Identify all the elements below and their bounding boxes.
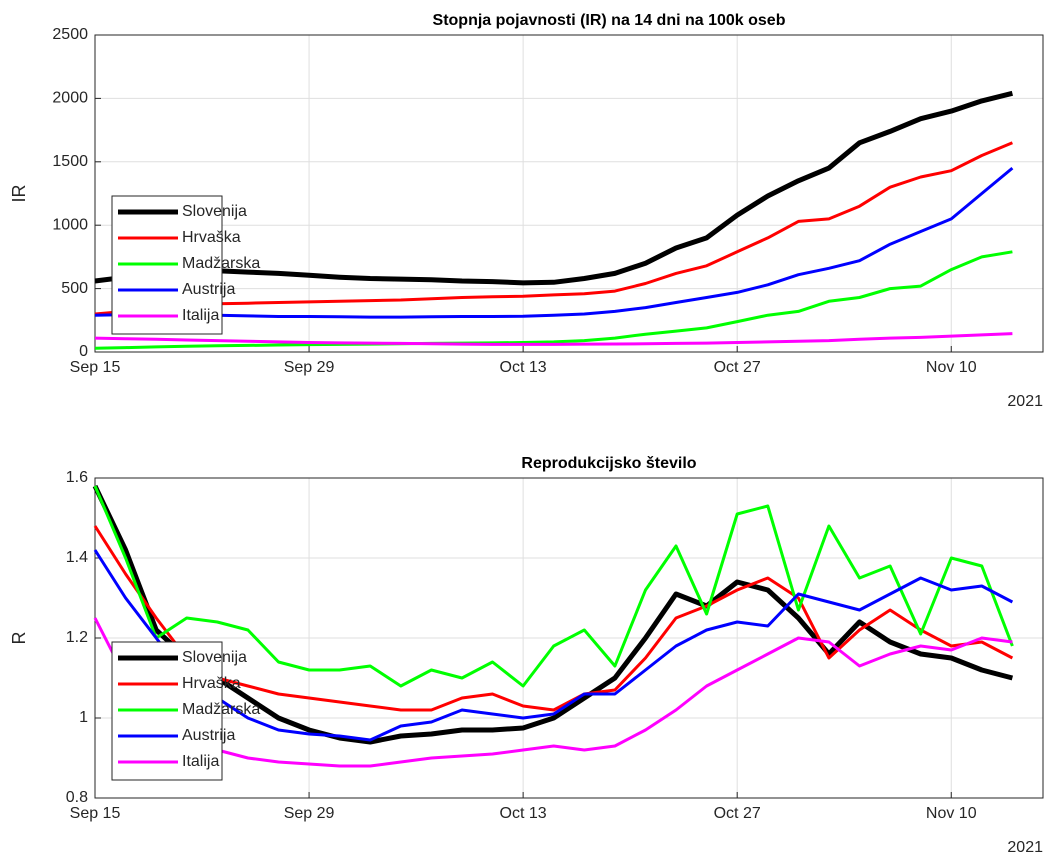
x-tick-label: Nov 10 (926, 359, 977, 376)
legend-label: Hrvaška (182, 229, 241, 246)
y-tick-label: 0.8 (66, 789, 88, 806)
y-axis-label: IR (9, 184, 29, 202)
y-tick-label: 1 (79, 709, 88, 726)
x-axis-year: 2021 (1007, 393, 1043, 410)
x-axis-year: 2021 (1007, 839, 1043, 856)
y-tick-label: 1.2 (66, 629, 88, 646)
legend-label: Italija (182, 307, 219, 324)
x-tick-label: Sep 15 (70, 359, 121, 376)
legend-label: Madžarska (182, 255, 260, 272)
y-axis-label: R (9, 632, 29, 645)
series-line (93, 485, 1014, 688)
series-line (94, 141, 1013, 316)
series-line (94, 332, 1013, 346)
x-tick-label: Sep 29 (284, 359, 335, 376)
series-group (92, 484, 1014, 768)
plot-area (95, 35, 1043, 352)
x-tick-label: Sep 29 (284, 805, 335, 822)
legend: Slovenija Hrvaška Madžarska Austrija Italija (111, 195, 260, 335)
y-tick-label: 2500 (52, 26, 88, 43)
x-tick-label: Oct 13 (500, 805, 547, 822)
y-tick-label: 1500 (52, 153, 88, 170)
axes-box (94, 477, 1044, 799)
x-tick-label: Oct 27 (714, 359, 761, 376)
series-line (94, 166, 1014, 319)
x-tick-label: Nov 10 (926, 805, 977, 822)
series-line (94, 90, 1014, 286)
x-tick-label: Oct 27 (714, 805, 761, 822)
y-tick-label: 1.4 (66, 549, 88, 566)
series-group (94, 90, 1014, 350)
legend-label: Slovenija (182, 649, 247, 666)
legend: Slovenija Hrvaška Madžarska Austrija Italija (111, 641, 260, 781)
series-line (94, 250, 1013, 350)
y-tick-label: 1.6 (66, 469, 88, 486)
legend-label: Italija (182, 753, 219, 770)
y-tick-label: 0 (79, 343, 88, 360)
legend-label: Hrvaška (182, 675, 241, 692)
chart-title: Stopnja pojavnosti (IR) na 14 dni na 100… (433, 12, 786, 29)
y-tick-label: 500 (61, 280, 88, 297)
series-line (93, 549, 1014, 742)
axes-box (94, 34, 1044, 353)
legend-label: Slovenija (182, 203, 247, 220)
x-tick-label: Sep 15 (70, 805, 121, 822)
chart-title: Reprodukcijsko število (521, 455, 696, 472)
x-tick-label: Oct 13 (500, 359, 547, 376)
series-line (93, 525, 1014, 712)
series-line (92, 484, 1014, 745)
y-tick-label: 1000 (52, 216, 88, 233)
legend-label: Austrija (182, 281, 235, 298)
y-tick-label: 2000 (52, 90, 88, 107)
legend-label: Austrija (182, 727, 235, 744)
series-line (93, 617, 1013, 768)
legend-label: Madžarska (182, 701, 260, 718)
